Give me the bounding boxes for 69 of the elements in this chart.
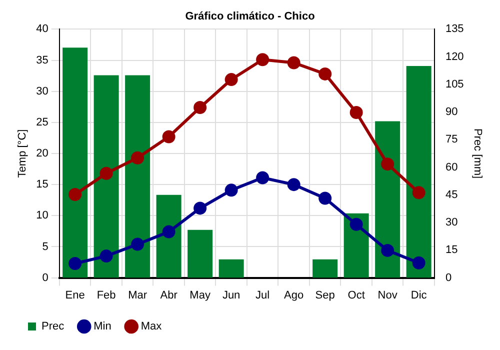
point [194,101,207,114]
y-axis-title: Temp [°C] [16,129,29,178]
x-tick-label: Mar [128,289,148,302]
y2-tick-label: 60 [445,161,458,174]
chart-title: Gráfico climático - Chico [185,10,316,23]
y2-tick-label: 135 [445,23,464,36]
point [412,256,426,270]
point [350,106,363,119]
y-tick-label: 20 [36,148,48,160]
point [412,186,426,200]
point [318,192,332,205]
y2-tick-label: 15 [445,244,458,256]
bar [62,48,88,278]
legend-label: Prec [42,320,65,333]
bar [218,259,244,278]
point [68,188,82,202]
x-tick-label: Ago [284,289,304,302]
x-tick-label: Jun [222,289,240,302]
y2-tick-label: 90 [445,106,458,118]
bar [406,66,432,278]
x-tick-label: May [190,289,211,302]
point [100,250,113,263]
bar [94,75,119,278]
legend-label: Min [94,320,112,333]
x-tick-label: Ene [65,289,85,302]
y2-tick-label: 30 [445,216,458,229]
point [224,184,238,197]
point [287,178,300,192]
point [100,166,113,180]
legend-label: Max [140,320,162,333]
y2-tick-label: 120 [445,50,464,63]
x-tick-label: Dic [410,289,428,302]
y2-axis-title: Prec [mm] [471,128,484,179]
point [162,130,176,144]
y-tick-label: 10 [36,210,48,222]
point [318,67,332,80]
y-tick-label: 0 [42,272,48,284]
y-tick-label: 25 [36,116,48,128]
y-tick-label: 35 [36,54,48,66]
bar [125,75,150,278]
x-tick-label: Oct [348,289,365,302]
point [287,56,300,70]
point [256,171,270,184]
point [224,73,238,86]
point [381,158,394,171]
x-tick-label: Abr [160,289,178,302]
y-tick-label: 30 [36,85,48,98]
y2-tick-label: 45 [445,188,458,201]
x-tick-label: Nov [378,289,398,302]
x-tick-label: Jul [256,289,270,302]
point [381,244,394,257]
y-tick-label: 40 [36,23,48,36]
bar [188,230,213,278]
point [68,257,82,270]
y2-tick-label: 75 [445,134,458,146]
y2-tick-label: 0 [445,272,452,284]
x-tick-label: Sep [315,289,335,302]
bar [156,194,182,278]
point [131,238,144,251]
point [162,225,176,238]
y-tick-label: 5 [42,240,48,253]
point [194,202,207,215]
point [256,53,270,66]
y-tick-label: 15 [36,178,48,191]
bar [312,259,338,278]
point [350,218,363,231]
point [131,151,144,164]
y2-tick-label: 105 [445,78,464,90]
x-tick-label: Feb [96,289,116,302]
